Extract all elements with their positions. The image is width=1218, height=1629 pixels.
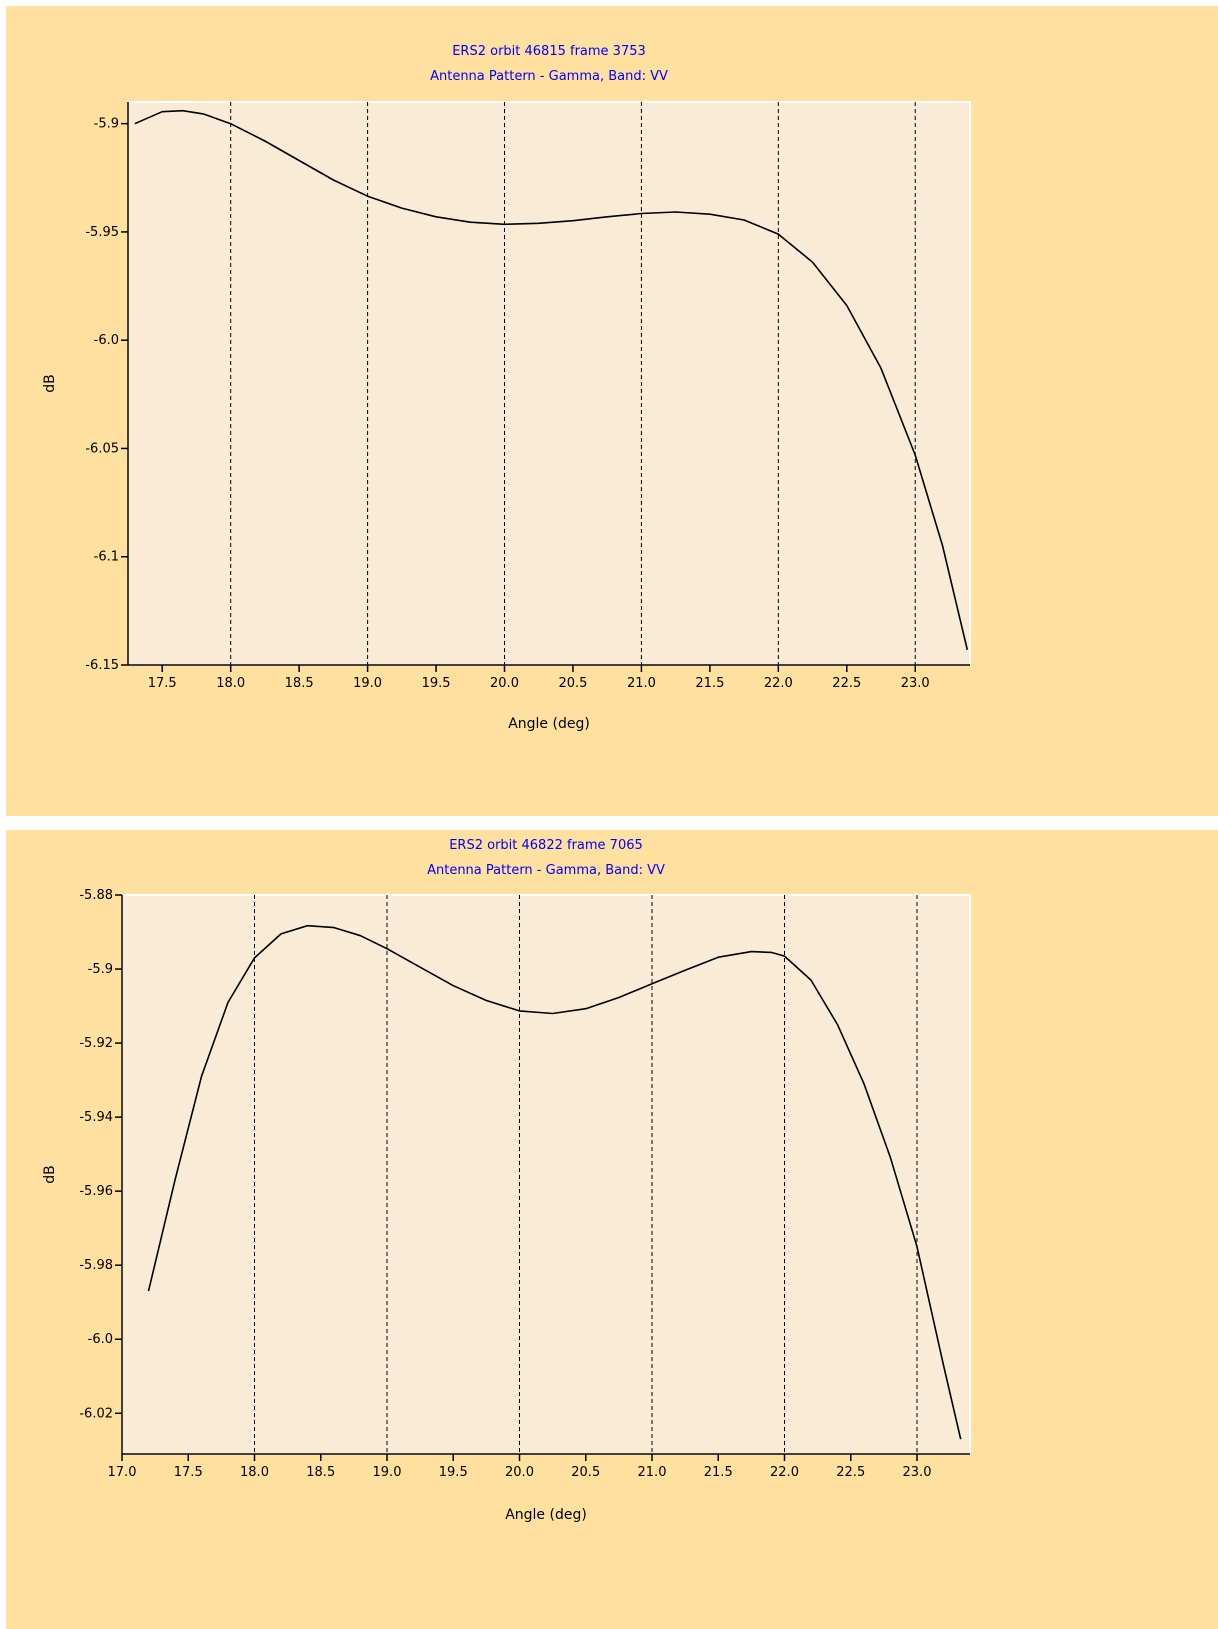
chart-title: ERS2 orbit 46815 frame 3753 — [452, 44, 646, 59]
chart-subtitle: Antenna Pattern - Gamma, Band: VV — [427, 863, 665, 878]
x-tick-label: 20.5 — [558, 676, 587, 691]
x-tick-label: 19.5 — [422, 676, 451, 691]
y-tick-label: -5.94 — [79, 1110, 113, 1125]
series-line — [134, 109, 969, 650]
x-tick-label: 23.0 — [903, 1465, 932, 1480]
y-tick-label: -6.02 — [79, 1406, 113, 1421]
y-tick-label: -5.9 — [88, 962, 113, 977]
x-tick-label: 17.5 — [148, 676, 177, 691]
x-tick-label: 19.5 — [439, 1465, 468, 1480]
y-tick-label: -6.15 — [85, 658, 119, 673]
y-tick-label: -6.0 — [94, 333, 119, 348]
x-tick-label: 22.0 — [770, 1465, 799, 1480]
y-tick-label: -6.1 — [94, 550, 119, 565]
x-tick-label: 21.5 — [704, 1465, 733, 1480]
y-tick-label: -5.96 — [79, 1184, 113, 1199]
x-tick-label: 23.0 — [901, 676, 930, 691]
x-tick-label: 21.0 — [638, 1465, 667, 1480]
x-tick-label: 19.0 — [353, 676, 382, 691]
antenna-pattern-chart-1: ERS2 orbit 46815 frame 3753 Antenna Patte… — [42, 44, 971, 732]
chart-panel-1: ERS2 orbit 46815 frame 3753 Antenna Patte… — [6, 6, 1218, 816]
chart-subtitle: Antenna Pattern - Gamma, Band: VV — [430, 69, 668, 84]
x-tick-label: 17.5 — [174, 1465, 203, 1480]
x-tick-label: 17.0 — [108, 1465, 137, 1480]
y-tick-label: -5.95 — [85, 225, 119, 240]
chart-panel-2: ERS2 orbit 46822 frame 7065 Antenna Patte… — [6, 830, 1218, 1629]
x-tick-label: 21.0 — [627, 676, 656, 691]
plot-area — [121, 894, 971, 1455]
x-tick-label: 22.5 — [832, 676, 861, 691]
x-tick-label: 18.5 — [285, 676, 314, 691]
series-line — [147, 924, 962, 1440]
x-tick-label: 21.5 — [695, 676, 724, 691]
antenna-pattern-chart-2: ERS2 orbit 46822 frame 7065 Antenna Patte… — [42, 838, 971, 1523]
x-tick-label: 20.0 — [505, 1465, 534, 1480]
x-tick-label: 22.5 — [836, 1465, 865, 1480]
x-axis-label: Angle (deg) — [508, 716, 590, 732]
x-tick-label: 20.5 — [571, 1465, 600, 1480]
y-tick-label: -6.05 — [85, 441, 119, 456]
y-tick-label: -5.98 — [79, 1258, 113, 1273]
y-tick-label: -5.88 — [79, 888, 113, 903]
plot-area — [127, 101, 971, 666]
x-tick-label: 19.0 — [373, 1465, 402, 1480]
y-tick-label: -6.0 — [88, 1332, 113, 1347]
x-tick-label: 18.5 — [306, 1465, 335, 1480]
chart-title: ERS2 orbit 46822 frame 7065 — [449, 838, 643, 853]
x-tick-label: 20.0 — [490, 676, 519, 691]
x-axis-label: Angle (deg) — [505, 1507, 587, 1523]
y-axis-label: dB — [42, 374, 58, 393]
x-tick-label: 18.0 — [240, 1465, 269, 1480]
y-tick-label: -5.9 — [94, 117, 119, 132]
x-tick-label: 22.0 — [764, 676, 793, 691]
x-tick-label: 18.0 — [216, 676, 245, 691]
y-axis-label: dB — [42, 1165, 58, 1184]
y-tick-label: -5.92 — [79, 1036, 113, 1051]
